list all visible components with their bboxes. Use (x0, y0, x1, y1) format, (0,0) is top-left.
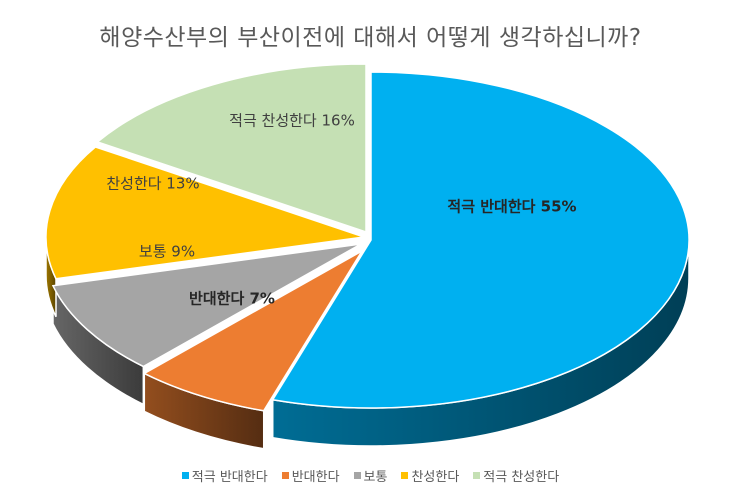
data-label: 반대한다 7% (189, 290, 275, 308)
legend-swatch (353, 472, 361, 479)
pie-slice (271, 71, 690, 409)
data-label: 적극 찬성한다 16% (229, 112, 355, 130)
chart-title: 해양수산부의 부산이전에 대해서 어떻게 생각하십니까? (99, 25, 642, 51)
legend-label: 적극 반대한다 (191, 470, 268, 485)
legend-swatch (473, 472, 481, 479)
data-label: 보통 9% (139, 243, 195, 261)
legend-label: 반대한다 (291, 470, 340, 485)
data-label: 적극 반대한다 55% (447, 198, 576, 216)
data-label: 찬성한다 13% (106, 175, 199, 193)
legend-swatch (281, 472, 289, 479)
legend-item: 반대한다 (281, 466, 340, 485)
legend-item: 찬성한다 (401, 466, 459, 485)
legend-label: 보통 (363, 470, 388, 485)
legend-swatch (181, 472, 189, 479)
pie-label-layer: 적극 반대한다 55% 반대한다 7% 보통 9% 찬성한다 13% 적극 찬성한다 1… (106, 112, 576, 308)
pie-slice (51, 243, 362, 368)
chart-legend: 적극 반대한다 반대한다 보통 찬성한다 적극 찬성한다 (0, 466, 741, 485)
legend-item: 적극 반대한다 (181, 466, 268, 485)
pie-slice (95, 63, 367, 234)
pie-slice (45, 146, 365, 280)
legend-item: 보통 (353, 466, 388, 485)
legend-swatch (401, 472, 409, 479)
legend-label: 적극 찬성한다 (483, 470, 560, 485)
pie-top-layer (45, 63, 690, 412)
legend-label: 찬성한다 (411, 470, 460, 485)
pie-slice (142, 248, 365, 412)
legend-item: 적극 찬성한다 (473, 466, 559, 485)
